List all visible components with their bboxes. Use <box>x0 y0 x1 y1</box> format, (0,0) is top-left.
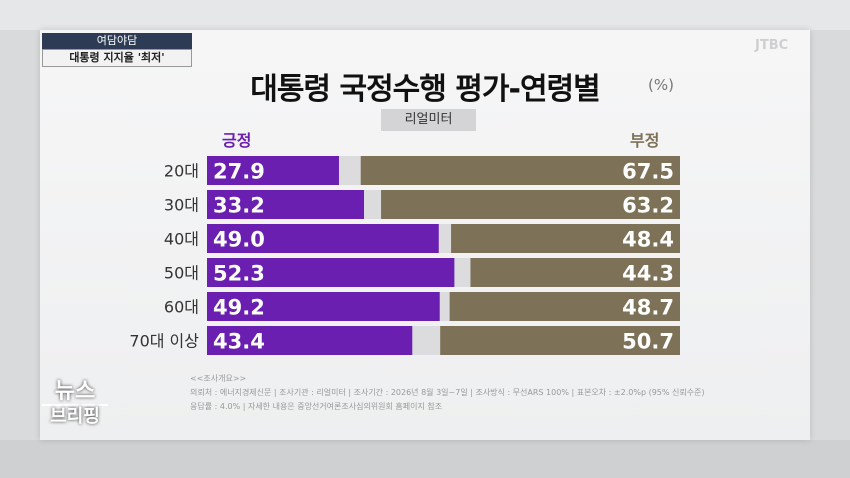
survey-notes-header: <<조사개요>> <box>190 374 247 383</box>
unit-label: (%) <box>648 76 674 94</box>
program-name: 여담야담 <box>42 33 192 49</box>
chart-title: 대통령 국정수행 평가-연령별 <box>250 72 601 107</box>
value-label-positive: 33.2 <box>213 194 265 218</box>
bar-negative <box>360 156 680 185</box>
category-label: 30대 <box>164 196 199 215</box>
segment-headline: 대통령 지지율 '최저' <box>42 49 192 67</box>
value-label-negative: 48.4 <box>622 228 674 252</box>
category-label: 60대 <box>164 298 199 317</box>
broadcaster-watermark: JTBC <box>755 38 789 53</box>
top-background <box>0 0 850 30</box>
bar-positive <box>207 224 439 253</box>
survey-notes-line1: 의뢰처 : 에너지경제신문 | 조사기관 : 리얼미터 | 조사기간 : 202… <box>190 388 705 397</box>
bar-positive <box>207 190 365 219</box>
bar-negative <box>440 326 680 355</box>
category-label: 40대 <box>164 230 199 249</box>
survey-notes: <<조사개요>> 의뢰처 : 에너지경제신문 | 조사기관 : 리얼미터 | 조… <box>190 372 790 414</box>
value-label-negative: 48.7 <box>622 296 674 320</box>
bar-positive <box>207 258 455 287</box>
value-label-negative: 67.5 <box>622 160 674 184</box>
bar-positive <box>207 292 440 321</box>
legend-negative: 부정 <box>630 131 660 150</box>
value-label-negative: 63.2 <box>622 194 674 218</box>
category-label: 50대 <box>164 264 199 283</box>
source-label: 리얼미터 <box>381 109 476 131</box>
bottom-background <box>0 440 850 478</box>
bar-positive <box>207 326 413 355</box>
value-label-positive: 43.4 <box>213 330 265 354</box>
value-label-positive: 52.3 <box>213 262 265 286</box>
category-label: 20대 <box>164 162 199 181</box>
legend-positive: 긍정 <box>222 131 252 150</box>
survey-notes-line2: 응답률 : 4.0% | 자세한 내용은 중앙선거여론조사심의위원회 홈페이지 … <box>190 402 443 411</box>
segment-tag: 여담야담 대통령 지지율 '최저' <box>42 33 192 67</box>
bar-positive <box>207 156 339 185</box>
value-label-negative: 44.3 <box>622 262 674 286</box>
value-label-positive: 27.9 <box>213 160 265 184</box>
bar-negative <box>449 292 680 321</box>
value-label-negative: 50.7 <box>622 330 674 354</box>
logo-line2: 브리핑 <box>42 404 108 428</box>
bar-negative <box>470 258 680 287</box>
value-label-positive: 49.0 <box>213 228 265 252</box>
value-label-positive: 49.2 <box>213 296 265 320</box>
logo-line1: 뉴스 <box>54 379 96 404</box>
category-label: 70대 이상 <box>129 332 199 351</box>
bar-negative <box>381 190 680 219</box>
program-logo: 뉴스 브리핑 <box>42 380 108 430</box>
bar-negative <box>451 224 680 253</box>
